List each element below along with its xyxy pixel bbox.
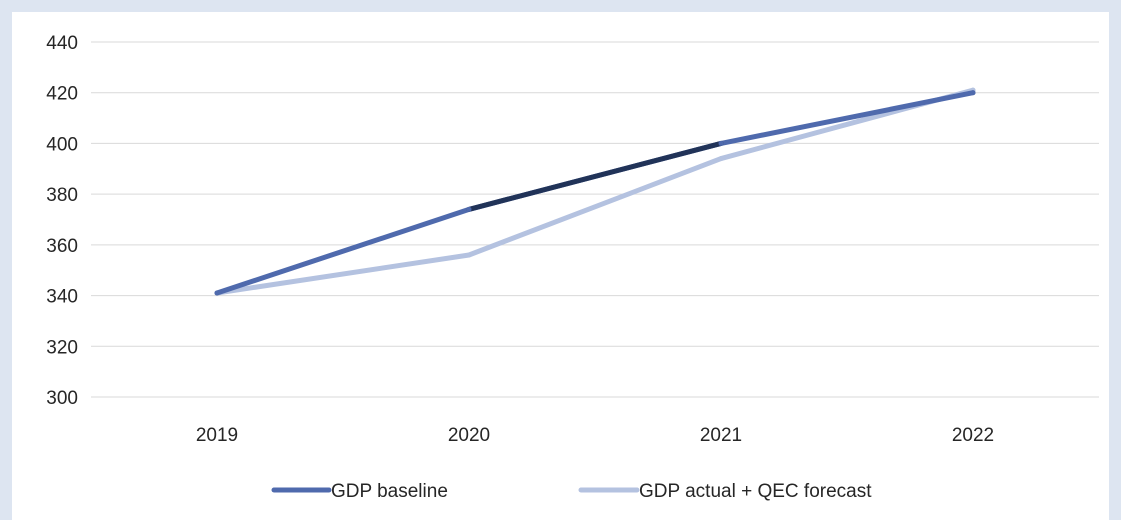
- data-point: [718, 156, 724, 162]
- y-axis-tick-labels: 300 320 340 360 380 400 420 440: [46, 33, 78, 409]
- gridlines: [91, 41, 1099, 398]
- series-segment-gdp-baseline-2020-2021: [466, 140, 724, 212]
- data-point: [718, 140, 724, 146]
- y-tick-label: 420: [46, 84, 78, 105]
- data-point: [214, 290, 220, 296]
- x-tick-label: 2019: [196, 425, 238, 446]
- x-axis-tick-labels: 2019 2020 2021 2022: [196, 425, 994, 446]
- y-tick-label: 340: [46, 287, 78, 308]
- legend-label: GDP baseline: [331, 481, 448, 502]
- y-tick-label: 380: [46, 185, 78, 206]
- x-tick-label: 2020: [448, 425, 490, 446]
- x-tick-label: 2022: [952, 425, 994, 446]
- data-point: [466, 252, 472, 258]
- y-tick-label: 300: [46, 388, 78, 409]
- legend-label: GDP actual + QEC forecast: [639, 481, 872, 502]
- y-tick-label: 440: [46, 33, 78, 54]
- line-chart: 300 320 340 360 380 400 420 440 2019 2020 2021 202…: [46, 33, 1099, 502]
- y-tick-label: 400: [46, 134, 78, 155]
- y-tick-label: 360: [46, 236, 78, 257]
- legend-item-gdp-actual-qec-forecast: GDP actual + QEC forecast: [578, 481, 872, 502]
- legend: GDP baseline GDP actual + QEC forecast: [271, 481, 872, 502]
- x-tick-label: 2021: [700, 425, 742, 446]
- data-point: [970, 90, 976, 96]
- y-tick-label: 320: [46, 337, 78, 358]
- data-point: [466, 206, 472, 212]
- series-lines: [214, 87, 976, 296]
- chart-panel: 300 320 340 360 380 400 420 440 2019 2020 2021 202…: [12, 12, 1109, 520]
- series-line-gdp-actual-qec-forecast: [214, 87, 976, 296]
- legend-item-gdp-baseline: GDP baseline: [271, 481, 448, 502]
